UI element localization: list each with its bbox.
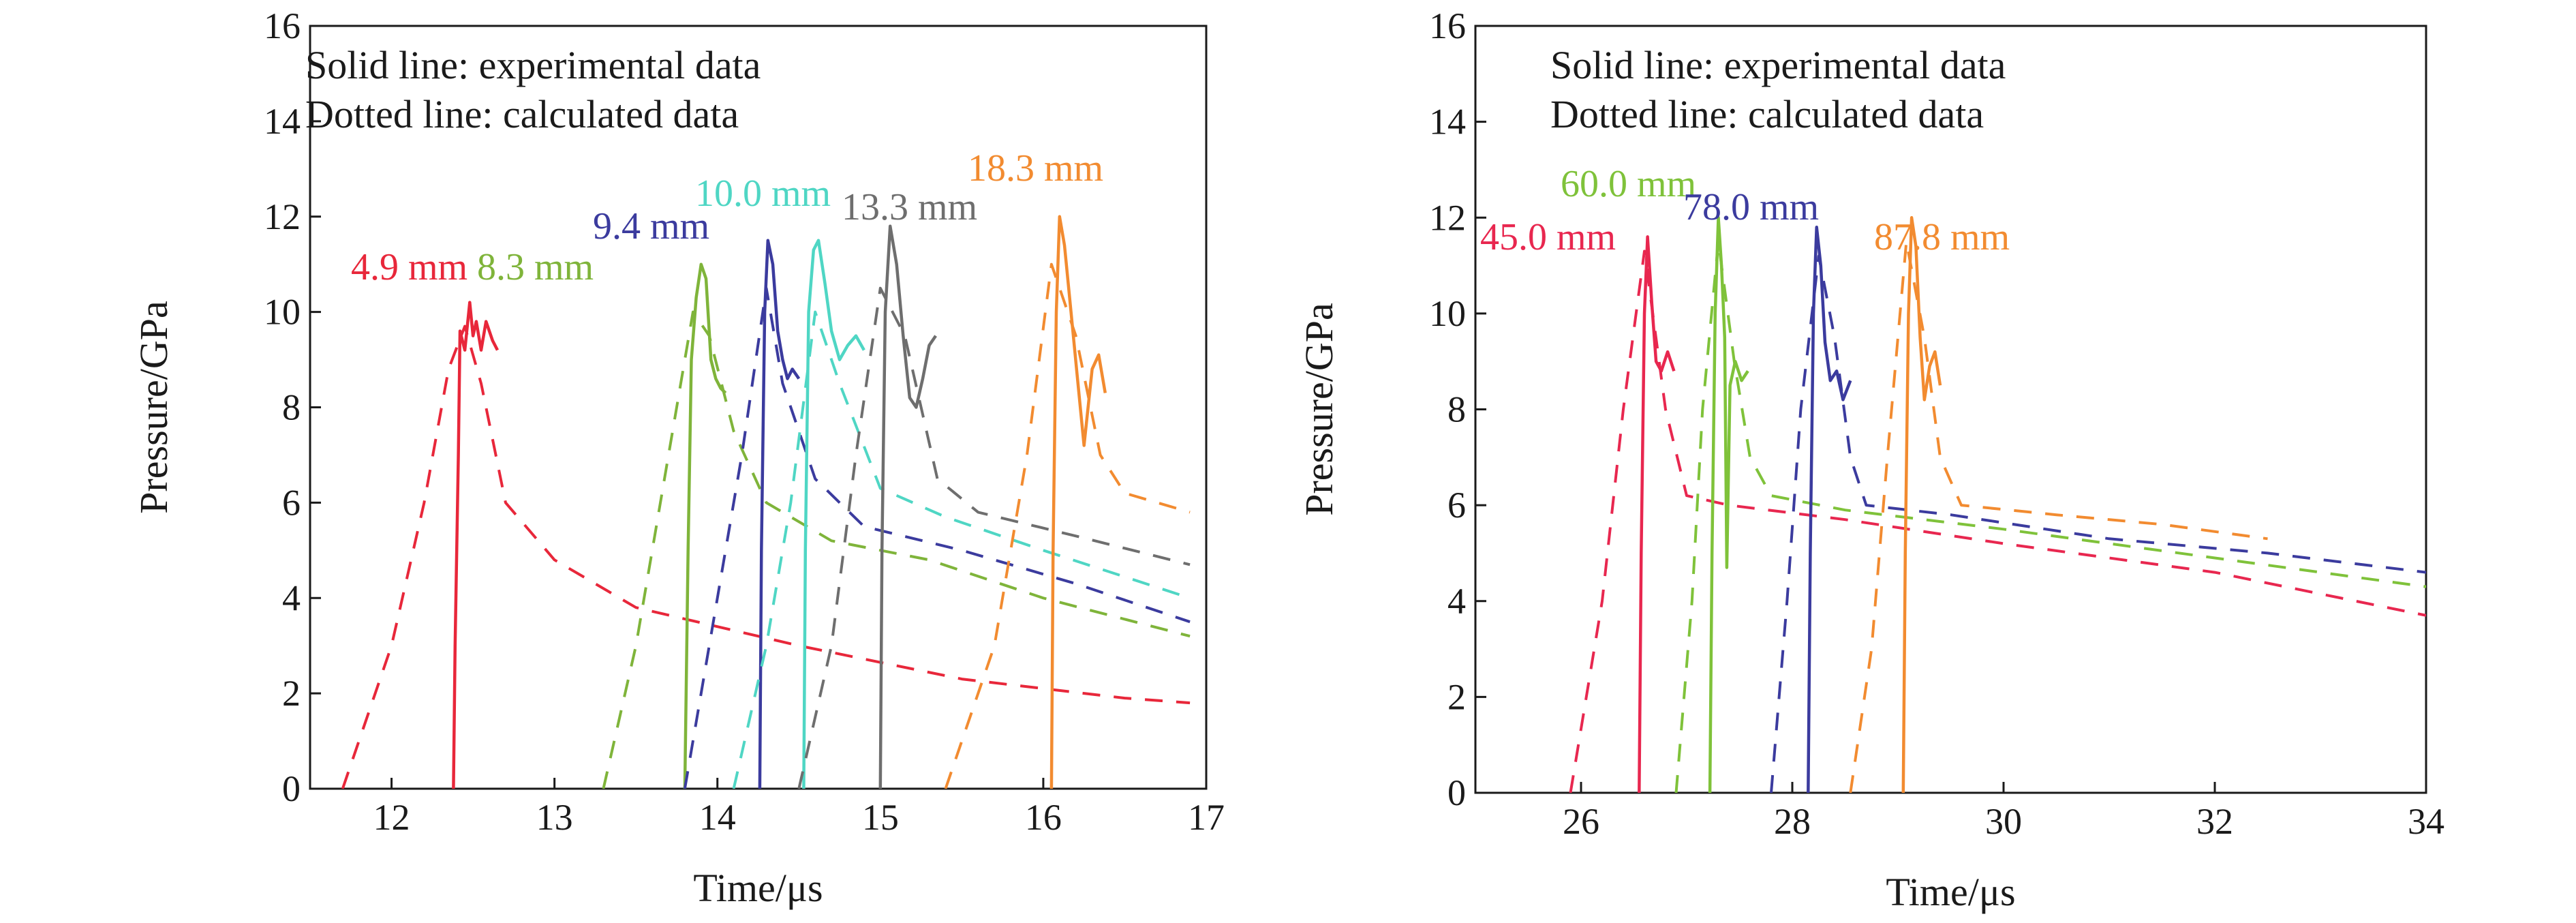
calculated-line-18-3-mm [944,262,1191,789]
calculated-line-45-0-mm [1569,249,2426,793]
series-label: 10.0 mm [695,172,831,215]
x-tick-label: 16 [1025,797,1062,838]
series-label: 9.4 mm [593,205,709,247]
experimental-line-60-0-mm [1708,216,1749,793]
y-axis-title: Pressure/GPa [132,301,176,514]
experimental-line-87-8-mm [1901,216,1942,793]
y-tick-label: 6 [282,482,301,523]
x-tick-label: 15 [862,797,899,838]
y-tick-label: 6 [1447,485,1466,526]
y-tick-label: 12 [264,196,301,237]
x-tick-label: 12 [373,797,410,838]
y-tick-label: 0 [282,768,301,809]
x-tick-label: 13 [536,797,573,838]
x-tick-label: 17 [1188,797,1225,838]
y-tick-label: 14 [1429,102,1466,142]
x-axis-title: Time/μs [693,866,823,910]
series-label: 8.3 mm [477,246,594,288]
calculated-line-87-8-mm [1849,240,2268,793]
experimental-line-13-3-mm [878,224,937,789]
x-tick-label: 30 [1985,801,2022,842]
experimental-line-18-3-mm [1049,215,1107,789]
right-chart-panel: 0 2 4 6 8 10 12 14 16 26 28 30 32 34 Time/μs Pressure/G… [1297,5,2444,914]
calculated-line-4-9-mm [341,324,1191,789]
calculated-line-13-3-mm [797,286,1191,789]
x-axis-title: Time/μs [1886,870,2015,914]
calculated-line-78-0-mm [1770,254,2426,793]
note-dotted-line: Dotted line: calculated data [1550,92,1984,136]
experimental-line-9-4-mm [758,239,801,789]
experimental-line-45-0-mm [1638,235,1676,793]
y-tick-label: 12 [1429,197,1466,238]
y-tick-label: 4 [282,577,301,618]
experimental-line-8-3-mm [683,262,727,789]
series-label: 87.8 mm [1874,216,2010,258]
y-tick-label: 14 [264,101,301,142]
plot-frame [1474,25,2427,794]
series-label: 13.3 mm [842,186,977,228]
y-tick-label: 10 [1429,293,1466,334]
y-tick-label: 10 [264,292,301,333]
series-label: 60.0 mm [1561,163,1696,205]
series-layer [1569,216,2426,793]
y-tick-label: 16 [1429,5,1466,46]
calculated-line-9-4-mm [683,286,1191,789]
experimental-line-10-0-mm [802,239,865,789]
y-tick-label: 4 [1447,581,1466,622]
y-tick-label: 0 [1447,772,1466,813]
experimental-line-78-0-mm [1807,226,1852,793]
y-tick-label: 8 [282,387,301,428]
left-chart-panel: 0 2 4 6 8 10 12 14 16 12 13 14 15 16 17 Time/μs Pressure… [132,5,1225,910]
series-label: 78.0 mm [1683,186,1819,228]
note-solid-line: Solid line: experimental data [1550,43,2006,87]
x-tick-label: 34 [2408,801,2444,842]
y-tick-label: 2 [282,673,301,714]
x-tick-label: 26 [1563,801,1599,842]
y-tick-label: 16 [264,5,301,46]
note-dotted-line: Dotted line: calculated data [305,92,739,136]
series-layer [341,215,1191,789]
series-label: 4.9 mm [351,246,467,288]
experimental-line-4-9-mm [452,301,500,789]
calculated-line-60-0-mm [1674,240,2426,793]
note-solid-line: Solid line: experimental data [305,43,761,87]
series-label: 45.0 mm [1480,216,1616,258]
y-tick-label: 2 [1447,676,1466,717]
series-label: 18.3 mm [968,147,1103,190]
calculated-line-10-0-mm [732,310,1191,789]
y-axis-title: Pressure/GPa [1297,303,1341,516]
x-tick-label: 14 [699,797,736,838]
calculated-line-8-3-mm [602,310,1191,789]
x-tick-label: 28 [1774,801,1811,842]
plot-frame [309,25,1208,790]
y-tick-label: 8 [1447,389,1466,430]
x-tick-label: 32 [2196,801,2233,842]
